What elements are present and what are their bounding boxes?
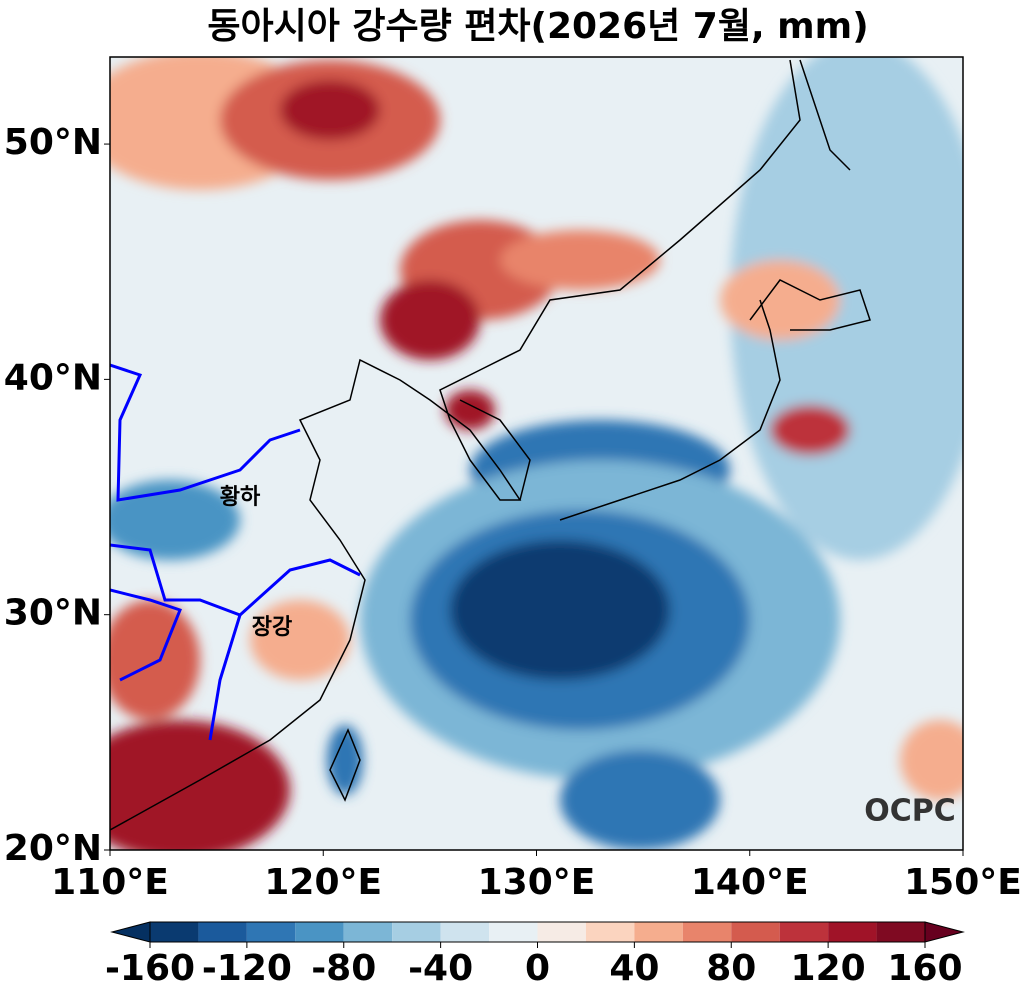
logo: OCPC <box>864 794 956 829</box>
colorbar-box <box>634 922 683 942</box>
colorbar-tick-label: -80 <box>311 948 376 989</box>
title: 동아시아 강수량 편차(2026년 7월, mm) <box>207 6 868 47</box>
y-tick-label: 30°N <box>4 593 102 634</box>
colorbar-box <box>198 922 247 942</box>
colorbar-box <box>537 922 586 942</box>
colorbar-box <box>585 922 635 942</box>
colorbar-tick-label: 40 <box>609 948 659 989</box>
x-tick-label: 130°E <box>478 862 596 903</box>
colorbar-box <box>246 922 296 942</box>
x-tick-label: 150°E <box>904 862 1022 903</box>
x-tick-label: 110°E <box>51 862 169 903</box>
colorbar-box <box>828 922 877 942</box>
river-label: 황하 <box>220 485 261 510</box>
colorbar-box <box>731 922 780 942</box>
colorbar-tick-label: 0 <box>525 948 550 989</box>
y-tick-label: 50°N <box>4 122 102 163</box>
colorbar-extend-high <box>924 921 965 943</box>
river-label: 장강 <box>252 615 292 640</box>
colorbar-extend-low <box>110 921 151 943</box>
precip-field <box>110 57 963 850</box>
colorbar-tick-label: 120 <box>791 948 866 989</box>
coastline <box>110 59 871 831</box>
colorbar-box <box>295 922 344 942</box>
colorbar-tick-label: 160 <box>887 948 962 989</box>
colorbar-box <box>682 922 732 942</box>
colorbar-tick-label: -40 <box>408 948 473 989</box>
y-tick-label: 40°N <box>4 357 102 398</box>
colorbar-box <box>876 922 925 942</box>
rivers <box>110 363 361 741</box>
colorbar-box <box>489 922 538 942</box>
colorbar-tick-label: 80 <box>706 948 756 989</box>
colorbar-box <box>150 922 199 942</box>
colorbar-box <box>779 922 829 942</box>
x-tick-label: 140°E <box>691 862 809 903</box>
colorbar-tick-label: -120 <box>202 948 292 989</box>
y-tick-label: 20°N <box>4 828 102 869</box>
colorbar-box <box>392 922 441 942</box>
colorbar-box <box>440 922 490 942</box>
colorbar-tick-label: -160 <box>105 948 195 989</box>
colorbar-box <box>343 922 393 942</box>
x-tick-label: 120°E <box>264 862 382 903</box>
